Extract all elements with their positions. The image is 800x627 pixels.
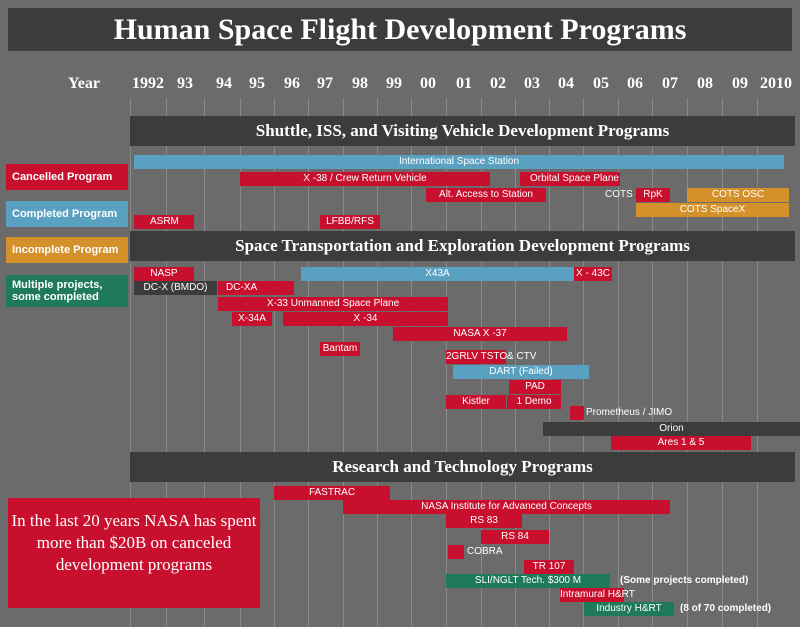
- bar-rpk: RpK: [636, 188, 670, 202]
- bar-2grlv: 2GRLV TSTO: [446, 350, 508, 364]
- label-cots: COTS: [605, 189, 633, 200]
- bar-1-demo: 1 Demo: [507, 395, 561, 409]
- bar-asrm: ASRM: [134, 215, 194, 229]
- grid-line: [308, 98, 309, 627]
- bar-x38: X -38 / Crew Return Vehicle: [240, 172, 490, 186]
- bar-nasp: NASP: [134, 267, 194, 281]
- bar-dart: DART (Failed): [453, 365, 589, 379]
- grid-line: [687, 98, 688, 627]
- legend-cancelled: Cancelled Program: [6, 164, 128, 190]
- year-tick: 09: [732, 75, 748, 92]
- legend-incomplete: Incomplete Program: [6, 237, 128, 263]
- grid-line: [130, 98, 131, 627]
- bar-tr107: TR 107: [524, 560, 574, 574]
- year-tick: 08: [697, 75, 713, 92]
- grid-line: [343, 98, 344, 627]
- bar-dcx: DC-X (BMDO): [134, 281, 217, 295]
- bar-niac: NASA Institute for Advanced Concepts: [343, 500, 670, 514]
- grid-line: [757, 98, 758, 627]
- year-tick: 07: [662, 75, 678, 92]
- year-tick: 99: [386, 75, 402, 92]
- bar-rs83: RS 83: [446, 514, 522, 528]
- year-tick: 06: [627, 75, 643, 92]
- bar-rs84: RS 84: [481, 530, 549, 544]
- grid-line: [618, 98, 619, 627]
- bar-x34a: X-34A: [232, 312, 272, 326]
- bar-x33: X-33 Unmanned Space Plane: [218, 297, 448, 311]
- year-tick: 97: [317, 75, 333, 92]
- bar-cots-spacex: COTS SpaceX: [636, 203, 789, 217]
- bar-iss: International Space Station: [134, 155, 784, 169]
- bar-cobra: [448, 545, 464, 559]
- year-tick: 95: [249, 75, 265, 92]
- legend-multiple: Multiple projects, some completed: [6, 275, 128, 307]
- year-tick: 03: [524, 75, 540, 92]
- year-tick: 98: [352, 75, 368, 92]
- bar-lfbb: LFBB/RFS: [320, 215, 380, 229]
- bar-ares: Ares 1 & 5: [611, 436, 751, 450]
- bar-kistler: Kistler: [446, 395, 506, 409]
- year-tick: 2010: [760, 75, 792, 92]
- grid-line: [411, 98, 412, 627]
- bar-intramural: Intramural H&RT: [560, 588, 635, 602]
- year-tick: 05: [593, 75, 609, 92]
- grid-line: [583, 98, 584, 627]
- label-ctv: & CTV: [507, 351, 537, 362]
- grid-line: [240, 98, 241, 627]
- bar-x37: NASA X -37: [393, 327, 567, 341]
- year-tick: 01: [456, 75, 472, 92]
- label-cobra: COBRA: [467, 546, 503, 557]
- grid-line: [549, 98, 550, 627]
- label-sli-note: (Some projects completed): [620, 575, 749, 586]
- bar-cots-osc: COTS OSC: [687, 188, 789, 202]
- bar-dcxa: DC-XA: [218, 281, 294, 295]
- section-header-shuttle: Shuttle, ISS, and Visiting Vehicle Devel…: [130, 116, 795, 146]
- year-tick: 04: [558, 75, 574, 92]
- year-tick: 1992: [132, 75, 164, 92]
- legend-completed: Completed Program: [6, 201, 128, 227]
- grid-line: [166, 98, 167, 627]
- bar-prometheus: [570, 406, 584, 420]
- section-header-research: Research and Technology Programs: [130, 452, 795, 482]
- bar-industry: Industry H&RT: [584, 602, 674, 616]
- grid-line: [722, 98, 723, 627]
- bar-x43a: X43A: [301, 267, 574, 281]
- section-header-space-transport: Space Transportation and Exploration Dev…: [130, 231, 795, 261]
- year-tick: 00: [420, 75, 436, 92]
- bar-pad: PAD: [509, 380, 561, 394]
- bar-x34: X -34: [283, 312, 448, 326]
- bar-sli-nglt: SLI/NGLT Tech. $300 M: [446, 574, 610, 588]
- grid-line: [274, 98, 275, 627]
- year-tick: 02: [490, 75, 506, 92]
- bar-x43c: X - 43C: [574, 267, 612, 281]
- year-tick: 94: [216, 75, 232, 92]
- bar-orion: Orion: [543, 422, 800, 436]
- bar-bantam: Bantam: [320, 342, 360, 356]
- year-tick: 93: [177, 75, 193, 92]
- year-tick: 96: [284, 75, 300, 92]
- grid-line: [652, 98, 653, 627]
- callout-box: In the last 20 years NASA has spent more…: [8, 498, 260, 608]
- grid-line: [515, 98, 516, 627]
- bar-fastrac: FASTRAC: [274, 486, 390, 500]
- grid-line: [377, 98, 378, 627]
- bar-alt-access: Alt. Access to Station: [426, 188, 546, 202]
- page-title: Human Space Flight Development Programs: [8, 8, 792, 51]
- label-industry-note: (8 of 70 completed): [680, 603, 772, 614]
- grid-line: [204, 98, 205, 627]
- bar-orbital-space-plane: Orbital Space Plane: [520, 172, 620, 186]
- label-prometheus: Prometheus / JIMO: [586, 407, 673, 418]
- year-axis-label: Year: [68, 75, 100, 92]
